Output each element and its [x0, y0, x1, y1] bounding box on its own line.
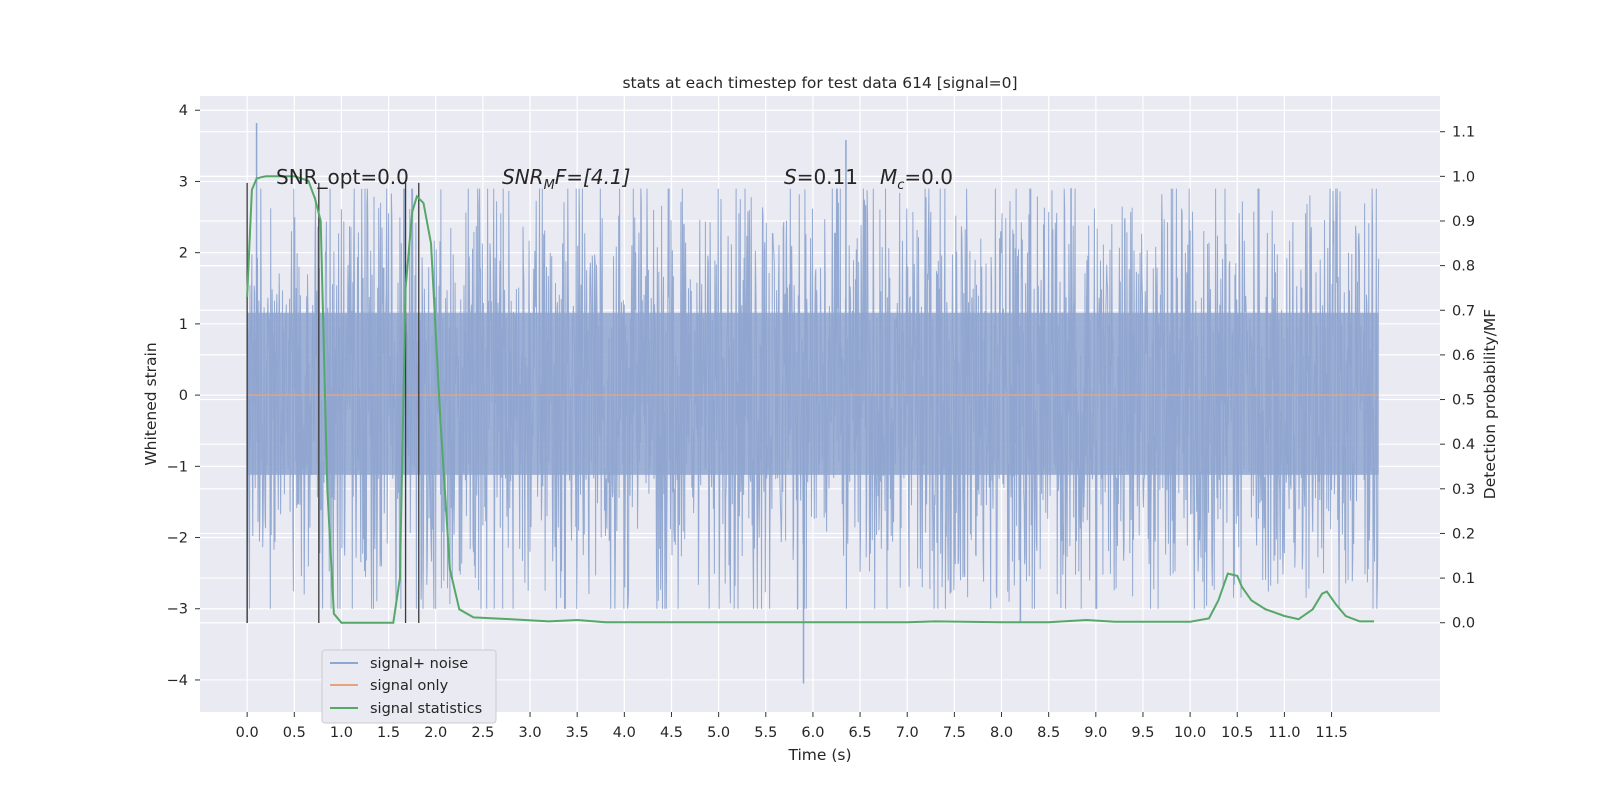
y-right-tick-label: 0.8 — [1452, 259, 1475, 275]
x-tick-label: 2.0 — [424, 725, 447, 741]
x-tick-label: 9.0 — [1084, 725, 1107, 741]
x-tick-label: 10.0 — [1174, 725, 1206, 741]
annotation-s: S=0.11 — [784, 165, 858, 189]
mc-label: M — [880, 165, 897, 189]
x-tick-label: 6.0 — [801, 725, 824, 741]
x-tick-label: 11.5 — [1315, 725, 1347, 741]
x-tick-label: 11.0 — [1268, 725, 1300, 741]
y-right-tick-label: 1.0 — [1452, 169, 1475, 185]
annotation-snr-mf: SNRMF=[4.1] — [502, 165, 630, 193]
x-tick-label: 9.5 — [1131, 725, 1154, 741]
ticks: 0.0 0.5 1.0 1.5 2.0 2.5 3.0 3.5 4.0 4.5 5.0 5.5 6.0 6… — [167, 103, 1475, 741]
y-right-tick-label: 1.1 — [1452, 125, 1475, 141]
y-right-tick-label: 0.9 — [1452, 214, 1475, 230]
signal-statistics-line — [246, 175, 1374, 624]
y-right-tick-label: 0.7 — [1452, 303, 1475, 319]
x-tick-label: 8.5 — [1037, 725, 1060, 741]
mc-value: =0.0 — [904, 165, 953, 189]
legend-label-signal-statistics: signal statistics — [370, 701, 482, 717]
y-left-tick-label: 0 — [179, 388, 188, 404]
y-left-tick-label: 4 — [179, 103, 188, 119]
x-tick-label: 2.5 — [471, 725, 494, 741]
s-label: S — [784, 165, 797, 189]
legend-label-signal-only: signal only — [370, 678, 449, 694]
x-tick-label: 10.5 — [1221, 725, 1253, 741]
y-right-tick-label: 0.3 — [1452, 482, 1475, 498]
x-tick-label: 1.5 — [377, 725, 400, 741]
y-left-tick-label: −2 — [167, 531, 188, 547]
y-right-tick-label: 0.0 — [1452, 616, 1475, 632]
chart-title: stats at each timestep for test data 614… — [622, 74, 1017, 92]
x-tick-label: 4.5 — [660, 725, 683, 741]
y-left-tick-label: 1 — [179, 317, 188, 333]
y-left-tick-label: −1 — [167, 459, 188, 475]
legend: signal+ noise signal only signal statist… — [321, 649, 497, 724]
overlay-lines — [246, 175, 1379, 624]
y-axis-right-label: Detection probability/MF — [1481, 309, 1499, 500]
mc-sub: c — [897, 178, 904, 193]
x-tick-label: 0.0 — [236, 725, 259, 741]
y-left-tick-label: 3 — [179, 174, 188, 190]
y-right-tick-label: 0.4 — [1452, 437, 1475, 453]
x-tick-label: 8.0 — [990, 725, 1013, 741]
x-tick-label: 3.0 — [519, 725, 542, 741]
x-tick-label: 7.0 — [896, 725, 919, 741]
x-tick-label: 6.5 — [849, 725, 872, 741]
y-right-tick-label: 0.1 — [1452, 571, 1475, 587]
y-left-tick-label: −4 — [167, 673, 188, 689]
annotation-mc: Mc=0.0 — [880, 165, 953, 193]
legend-box — [321, 649, 497, 724]
x-tick-label: 3.5 — [566, 725, 589, 741]
y-axis-left-label: Whitened strain — [142, 342, 160, 465]
x-tick-label: 5.0 — [707, 725, 730, 741]
x-tick-label: 5.5 — [754, 725, 777, 741]
y-left-tick-label: 2 — [179, 246, 188, 262]
snr-mf-rest: F=[4.1] — [555, 165, 631, 189]
y-right-tick-label: 0.5 — [1452, 393, 1475, 409]
snr-mf-sub: M — [544, 178, 555, 193]
y-right-tick-label: 0.2 — [1452, 526, 1475, 542]
x-axis-label: Time (s) — [787, 746, 851, 764]
y-left-tick-label: −3 — [167, 602, 188, 618]
signal-noise-core — [247, 312, 1379, 475]
x-tick-label: 1.0 — [330, 725, 353, 741]
y-right-tick-label: 0.6 — [1452, 348, 1475, 364]
x-tick-label: 4.0 — [613, 725, 636, 741]
legend-label-signal-noise: signal+ noise — [370, 656, 468, 672]
annotation-snr-opt: SNR_opt=0.0 — [276, 165, 409, 189]
s-value: =0.11 — [797, 165, 858, 189]
x-tick-label: 7.5 — [943, 725, 966, 741]
snr-mf-main: SNR — [502, 165, 544, 189]
x-tick-label: 0.5 — [283, 725, 306, 741]
